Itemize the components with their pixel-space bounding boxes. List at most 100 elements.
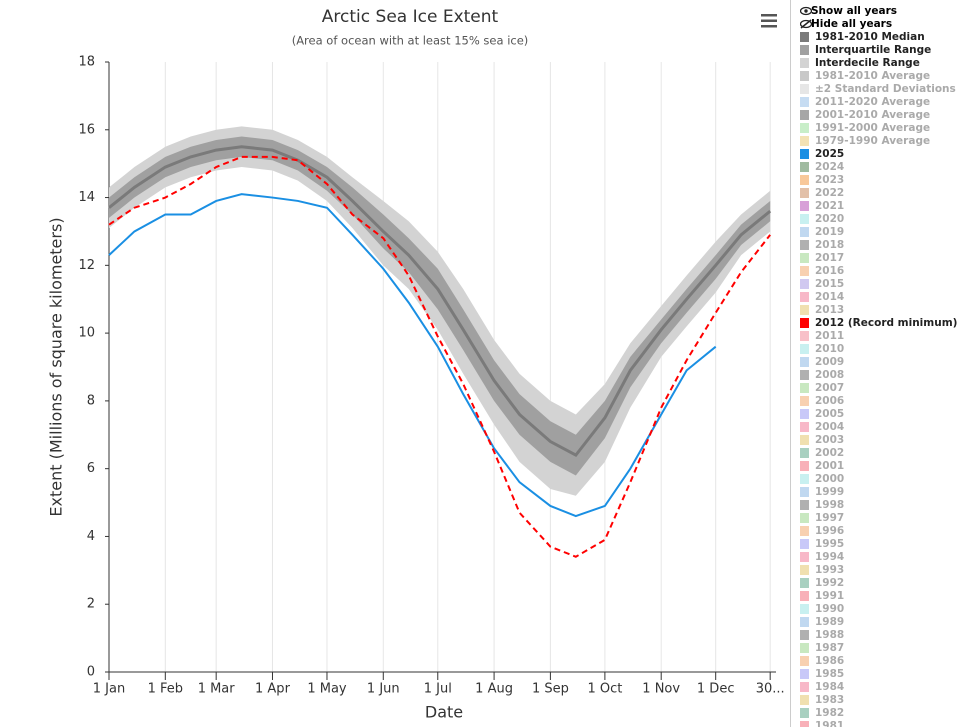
- legend-swatch: [800, 305, 809, 315]
- x-tick-label: 1 Jan: [93, 682, 125, 697]
- y-tick-label: 10: [78, 326, 95, 341]
- legend-label: 1999: [815, 486, 845, 498]
- legend-swatch: [800, 474, 809, 484]
- legend-swatch: [800, 708, 809, 718]
- legend-swatch: [800, 318, 809, 328]
- show-all-text: Show all years: [811, 5, 898, 17]
- legend-label: 2014: [815, 291, 845, 303]
- legend-label: 2024: [815, 161, 845, 173]
- x-tick-label: 1 Apr: [255, 682, 291, 697]
- legend-swatch: [800, 84, 809, 94]
- legend-label: 2017: [815, 252, 845, 264]
- legend-label: 1981: [815, 720, 845, 727]
- legend-label: 1982: [815, 707, 845, 719]
- legend-swatch: [800, 370, 809, 380]
- legend-swatch: [800, 227, 809, 237]
- legend-label: 1998: [815, 499, 845, 511]
- chart-subtitle: (Area of ocean with at least 15% sea ice…: [292, 34, 529, 48]
- legend-swatch: [800, 266, 809, 276]
- legend-label: 1983: [815, 694, 845, 706]
- legend-swatch: [800, 591, 809, 601]
- y-tick-label: 2: [87, 597, 95, 612]
- menu-bar: [761, 14, 777, 17]
- legend-label: 1990: [815, 603, 845, 615]
- legend-swatch: [800, 344, 809, 354]
- y-tick-label: 8: [87, 393, 95, 408]
- legend-label: 2010: [815, 343, 845, 355]
- legend-swatch: [800, 513, 809, 523]
- menu-icon[interactable]: [761, 14, 777, 28]
- legend-label: 2011-2020 Average: [815, 96, 931, 108]
- legend-swatch: [800, 630, 809, 640]
- legend-swatch: [800, 97, 809, 107]
- legend-swatch: [800, 695, 809, 705]
- chart-title: Arctic Sea Ice Extent: [322, 7, 499, 27]
- legend-label: 2000: [815, 473, 845, 485]
- chart: Arctic Sea Ice Extent (Area of ocean wit…: [47, 7, 785, 722]
- legend-swatch: [800, 422, 809, 432]
- legend-label: 2011: [815, 330, 845, 342]
- series-line: [108, 145, 772, 458]
- legend-label: 1981-2010 Average: [815, 70, 931, 82]
- legend-swatch: [800, 435, 809, 445]
- legend-swatch: [800, 71, 809, 81]
- eye-slash-icon: [800, 19, 812, 29]
- x-tick-label: 1 Jul: [424, 682, 452, 697]
- x-tick-label: 1 Mar: [198, 682, 236, 697]
- legend-label: 2015: [815, 278, 845, 290]
- legend-swatch: [800, 188, 809, 198]
- legend-label: Interquartile Range: [815, 44, 932, 56]
- legend-swatch: [800, 110, 809, 120]
- legend-swatch: [800, 214, 809, 224]
- hide-all-text: Hide all years: [811, 18, 893, 30]
- x-tick-label: 1 May: [307, 682, 347, 697]
- y-tick-label: 4: [87, 529, 95, 544]
- legend-swatch: [800, 565, 809, 575]
- legend-swatch: [800, 136, 809, 146]
- legend-label: 1996: [815, 525, 845, 537]
- legend-label: 2016: [815, 265, 845, 277]
- legend-label: 1981-2010 Median: [815, 31, 925, 43]
- legend-label: 1992: [815, 577, 845, 589]
- legend-swatch: [800, 656, 809, 666]
- legend-swatch: [800, 396, 809, 406]
- y-tick-label: 16: [78, 122, 95, 137]
- legend-label: 2007: [815, 382, 845, 394]
- legend-label: 1991-2000 Average: [815, 122, 931, 134]
- legend-label: 1984: [815, 681, 845, 693]
- legend-swatch: [800, 149, 809, 159]
- legend-label: 2025: [815, 148, 845, 160]
- legend-swatch: [800, 357, 809, 367]
- legend-label: ±2 Standard Deviations: [815, 83, 956, 95]
- x-tick-label: 1 Oct: [587, 682, 622, 697]
- legend-label: 1994: [815, 551, 845, 563]
- legend-swatch: [800, 331, 809, 341]
- legend-label: 2001: [815, 460, 845, 472]
- legend-label: 2020: [815, 213, 845, 225]
- legend-swatch: [800, 253, 809, 263]
- legend-label: 2003: [815, 434, 845, 446]
- y-axis-title: Extent (Millions of square kilometers): [47, 217, 66, 516]
- legend-label: 2022: [815, 187, 845, 199]
- legend-label: 1985: [815, 668, 845, 680]
- legend-swatch: [800, 201, 809, 211]
- legend-swatch: [800, 58, 809, 68]
- y-tick-label: 18: [78, 55, 95, 70]
- legend-label: 1995: [815, 538, 845, 550]
- legend-swatch: [800, 32, 809, 42]
- menu-bar: [761, 25, 777, 28]
- legend-swatch: [800, 669, 809, 679]
- x-tick-label: 1 Sep: [532, 682, 569, 697]
- y-tick-label: 0: [87, 665, 95, 680]
- x-tick-label: 1 Aug: [475, 682, 513, 697]
- legend-label: 2009: [815, 356, 845, 368]
- legend-label: 1988: [815, 629, 845, 641]
- x-tick-label: 30...: [756, 682, 785, 697]
- legend-label: Interdecile Range: [815, 57, 920, 69]
- legend-label: 2023: [815, 174, 845, 186]
- legend-swatch: [800, 526, 809, 536]
- x-tick-label: 1 Dec: [697, 682, 735, 697]
- legend-swatch: [800, 383, 809, 393]
- legend-label: 1997: [815, 512, 845, 524]
